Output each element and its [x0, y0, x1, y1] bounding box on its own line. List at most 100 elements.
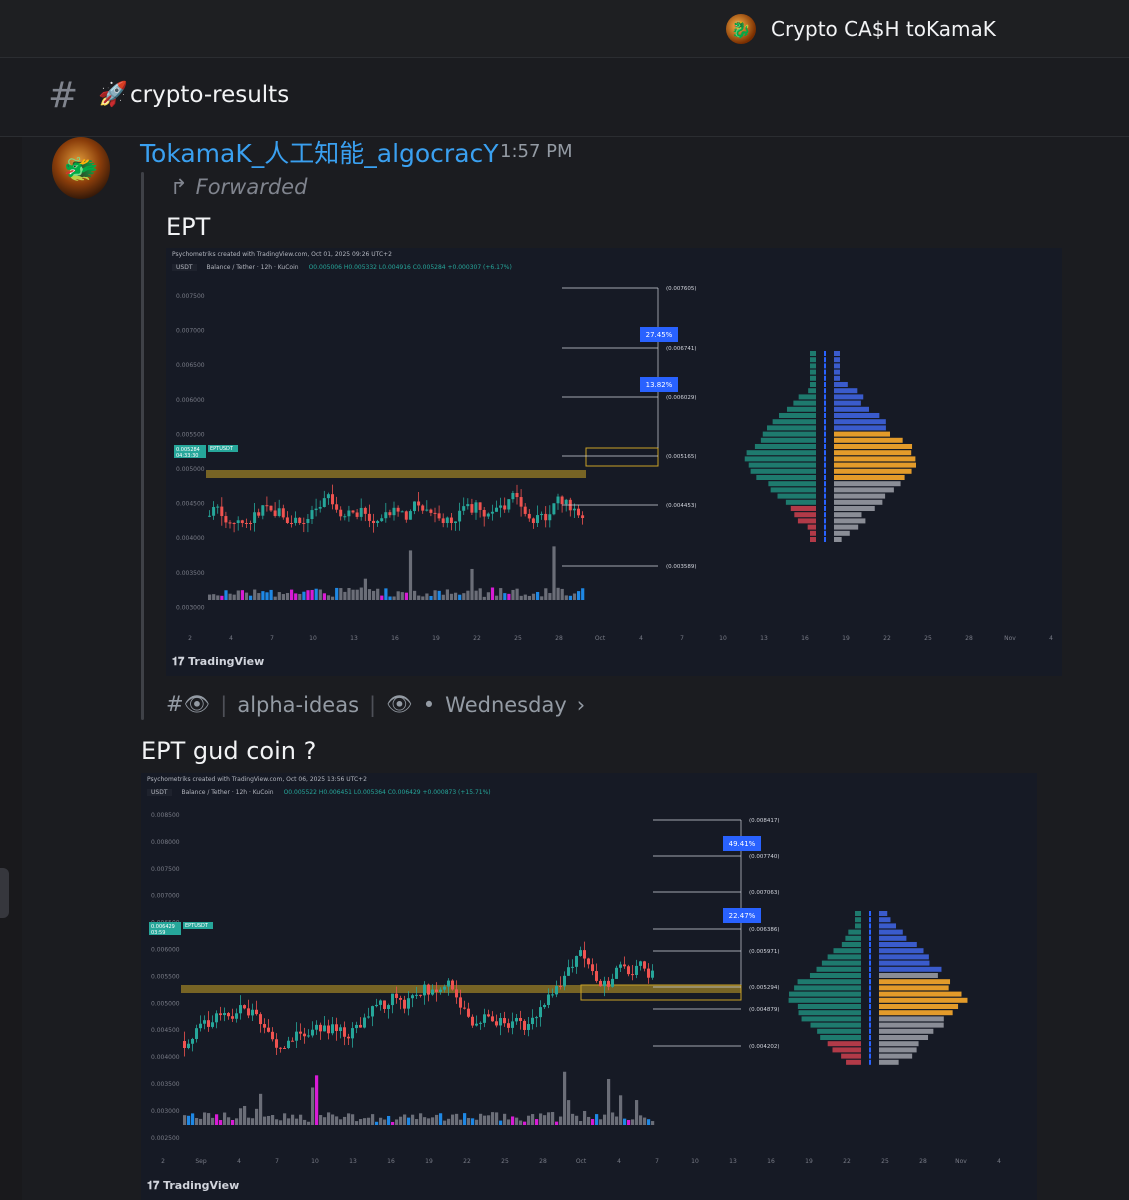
candle: [383, 1000, 386, 1009]
volume-bar: [391, 1121, 395, 1125]
candle: [552, 503, 556, 515]
candle: [259, 1014, 262, 1025]
chart-image-2[interactable]: Psychometriks created with TradingView.c…: [141, 773, 1037, 1200]
ticker-tag: EPTUSDT: [210, 446, 234, 452]
level-label: (0.004879): [749, 1007, 780, 1013]
candle: [392, 507, 396, 516]
volume-bar: [371, 1114, 375, 1125]
candle: [263, 1024, 266, 1028]
volume-bar: [425, 593, 429, 600]
x-tick-label: 10: [719, 635, 727, 642]
volume-bar: [399, 1116, 403, 1125]
x-tick-label: 22: [473, 635, 481, 642]
x-tick-label: 28: [965, 635, 973, 642]
candle: [639, 961, 642, 966]
x-tick-label: 4: [237, 1158, 241, 1165]
y-tick-label: 0.006000: [151, 947, 180, 954]
volume-profile-bar: [789, 991, 861, 997]
pct-box: [640, 327, 678, 342]
volume-profile-bar: [879, 1035, 929, 1040]
candle: [536, 515, 539, 523]
volume-profile-bar: [778, 413, 816, 418]
volume-profile-tick: [824, 444, 826, 449]
source-channel[interactable]: alpha-ideas: [237, 692, 360, 717]
collapse-handle[interactable]: [0, 868, 9, 918]
volume-profile-tick: [824, 363, 826, 369]
volume-profile-bar: [879, 942, 917, 947]
message-timestamp[interactable]: 1:57 PM: [500, 141, 573, 162]
volume-bar: [227, 1117, 231, 1125]
candle: [443, 986, 446, 990]
volume-profile-bar: [810, 537, 816, 542]
volume-bar: [295, 1118, 299, 1125]
volume-bar: [631, 1119, 635, 1125]
volume-profile-bar: [810, 369, 816, 375]
level-label: (0.006029): [666, 395, 697, 401]
candle: [415, 994, 418, 996]
volume-bar: [455, 1113, 459, 1125]
candle: [343, 516, 347, 518]
volume-profile-tick: [824, 512, 826, 518]
candle: [437, 513, 441, 519]
volume-bar: [273, 596, 277, 600]
volume-bar: [263, 1116, 267, 1125]
message-author[interactable]: TokamaK_人工知能_algocracY: [140, 139, 499, 168]
volume-bar: [212, 594, 216, 600]
volume-bar: [515, 588, 519, 600]
volume-bar: [591, 1119, 595, 1125]
x-tick-label: 2: [188, 635, 192, 642]
server-header[interactable]: 🐉 Crypto CA$H toKamaK: [726, 14, 996, 44]
volume-profile-bar: [834, 493, 886, 499]
volume-profile-bar: [834, 394, 864, 400]
forward-source[interactable]: #👁 | alpha-ideas | 👁 • Wednesday ›: [166, 692, 585, 717]
pct-box: [640, 377, 678, 392]
volume-profile-tick: [869, 960, 871, 966]
volume-bar: [265, 592, 269, 600]
volume-bar: [314, 588, 318, 600]
volume-profile-tick: [869, 991, 871, 997]
volume-profile-tick: [824, 406, 826, 412]
volume-bar: [499, 1120, 503, 1125]
volume-profile-bar: [760, 437, 816, 443]
volume-bar: [603, 1114, 607, 1125]
x-tick-label: 25: [501, 1158, 509, 1165]
volume-bar: [555, 1121, 559, 1125]
y-tick-label: 0.007000: [176, 328, 205, 335]
candle: [603, 980, 606, 987]
candle: [208, 515, 211, 517]
x-tick-label: 4: [997, 1158, 1001, 1165]
volume-profile-bar: [834, 524, 859, 530]
avatar[interactable]: 🐲: [52, 137, 110, 199]
volume-bar: [483, 1115, 487, 1125]
x-tick-label: 25: [514, 635, 522, 642]
volume-bar: [535, 1119, 539, 1125]
volume-bar: [539, 1113, 543, 1125]
support-zone: [181, 985, 741, 993]
volume-profile-bar: [879, 929, 903, 935]
candle: [427, 984, 430, 995]
volume-bar: [187, 1115, 191, 1125]
volume-bar: [567, 1100, 571, 1125]
candle: [445, 517, 449, 523]
volume-profile-tick: [869, 1035, 871, 1040]
candle: [236, 520, 240, 523]
volume-bar: [279, 1120, 283, 1125]
chart-image-1[interactable]: Psychometriks created with TradingView.c…: [166, 248, 1062, 676]
volume-profile-bar: [797, 518, 816, 524]
volume-profile-bar: [879, 948, 924, 954]
volume-profile-tick: [824, 351, 826, 356]
volume-bar: [299, 1114, 303, 1125]
channel-name[interactable]: crypto-results: [130, 82, 290, 108]
volume-bar: [445, 589, 449, 600]
candle: [599, 980, 602, 987]
volume-bar: [415, 1119, 419, 1125]
x-tick-label: 7: [275, 1158, 279, 1165]
level-label: (0.004453): [666, 503, 697, 509]
volume-bar: [298, 593, 302, 600]
volume-profile-tick: [869, 973, 871, 978]
divider: |: [220, 692, 228, 717]
candle: [231, 1016, 234, 1019]
y-tick-label: 0.003000: [151, 1108, 180, 1115]
volume-profile-tick: [824, 468, 826, 474]
volume-bar: [275, 1119, 279, 1125]
